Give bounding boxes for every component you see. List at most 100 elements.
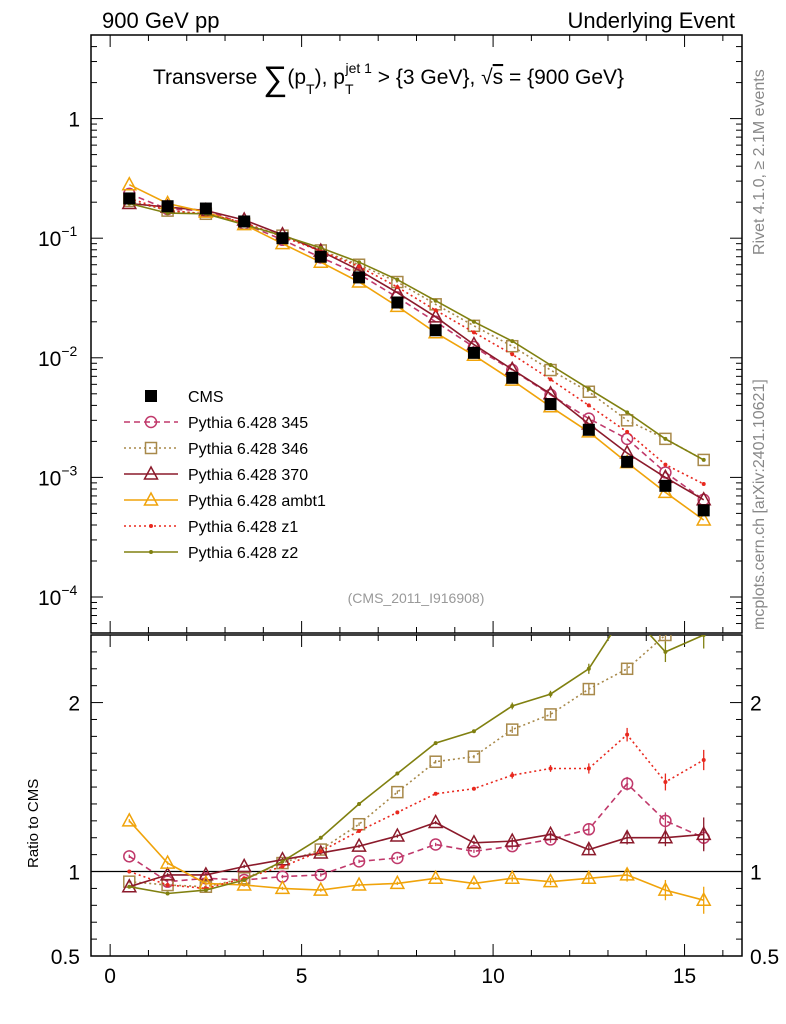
ratio-data-point <box>466 834 482 849</box>
legend-entry: CMS <box>145 389 224 406</box>
legend-entry: Pythia 6.428 z2 <box>124 545 298 562</box>
ratio-data-point <box>504 869 520 885</box>
y-tick-label: 10−2 <box>38 343 78 371</box>
main-data-point <box>663 462 668 467</box>
legend-label: Pythia 6.428 346 <box>188 441 308 458</box>
main-data-point <box>433 308 438 313</box>
x-tick-labels: 0 5 10 15 <box>104 965 696 988</box>
ratio-series-pythia-6-428-ambt1 <box>121 812 712 914</box>
main-data-point <box>314 250 327 263</box>
y-tick-label: 10−1 <box>38 223 78 251</box>
main-data-point <box>429 324 442 337</box>
legend-marker <box>144 415 158 429</box>
y-tick-label: 10−4 <box>38 582 78 610</box>
legend-entry: Pythia 6.428 370 <box>124 465 308 484</box>
y-tick-exponent: −2 <box>61 343 77 359</box>
ratio-data-point <box>467 750 481 763</box>
main-data-point <box>276 232 289 245</box>
ratio-data-point <box>314 868 328 882</box>
legend-marker <box>143 465 159 480</box>
main-data-point <box>506 371 519 384</box>
y-tick-exponent: −4 <box>61 582 77 598</box>
ratio-data-point <box>280 859 285 864</box>
ratio-data-point <box>701 758 706 763</box>
ratio-data-point <box>620 777 634 790</box>
analysis-id-label: (CMS_2011_I916908) <box>348 590 485 606</box>
legend-entry: Pythia 6.428 z1 <box>124 519 298 536</box>
ratio-data-point <box>427 813 444 829</box>
title-sqrt: √ <box>481 66 493 89</box>
ratio-data-point <box>663 649 668 654</box>
ratio-data-point <box>542 873 559 888</box>
main-series-line <box>129 200 705 461</box>
main-data-point <box>357 264 362 269</box>
y-tick-base: 10 <box>38 228 61 251</box>
main-data-point <box>659 432 672 446</box>
ratio-data-point <box>510 703 515 708</box>
main-data-point <box>621 455 634 468</box>
y-tick-base: 10 <box>38 587 61 610</box>
main-data-point <box>510 339 515 344</box>
main-y-tick-labels: 110−110−210−310−4 <box>38 109 80 610</box>
ratio-series-line <box>129 821 704 888</box>
ratio-data-point <box>165 891 170 896</box>
ratio-series-pythia-6-428-370 <box>121 813 712 893</box>
ratio-data-point <box>236 857 252 873</box>
ratio-data-point <box>274 879 291 895</box>
y-tick-base: 10 <box>38 467 61 490</box>
main-data-point <box>544 398 557 411</box>
main-data-point <box>395 285 400 290</box>
ratio-series-line <box>129 635 668 888</box>
main-data-point <box>625 410 630 415</box>
main-series-cms <box>123 192 710 517</box>
ratio-data-point <box>127 869 132 874</box>
ratio-axis-ticks <box>91 634 742 957</box>
ratio-data-point <box>510 773 515 778</box>
y-tick-label-right: 2 <box>750 693 762 716</box>
ratio-data-point <box>429 755 442 768</box>
y-tick-label: 2 <box>68 693 80 716</box>
ratio-series-line <box>129 635 705 895</box>
ratio-data-point <box>433 791 438 796</box>
ratio-data-point <box>581 840 597 856</box>
main-data-point <box>395 277 400 282</box>
main-data-point <box>510 352 515 357</box>
ratio-data-point <box>203 888 208 893</box>
ratio-data-point <box>351 876 367 891</box>
main-data-point <box>586 403 591 408</box>
main-data-point <box>659 479 672 492</box>
ratio-data-point <box>121 812 138 827</box>
main-data-point <box>161 200 174 213</box>
ratio-data-point <box>395 810 400 815</box>
ratio-data-point <box>429 838 442 851</box>
ratio-data-point <box>504 832 520 847</box>
ratio-data-point <box>548 692 553 697</box>
y-tick-label: 10−3 <box>38 462 78 490</box>
x-tick-label: 15 <box>673 965 696 988</box>
ratio-data-point <box>701 635 706 637</box>
main-series-line <box>129 193 705 501</box>
main-data-point <box>433 298 438 303</box>
ratio-data-point <box>657 829 674 844</box>
y-tick-label-right: 1 <box>750 862 762 885</box>
legend-marker <box>149 524 153 528</box>
ratio-data-point <box>351 837 367 852</box>
title-s: s <box>493 66 504 89</box>
ratio-data-point <box>389 827 406 842</box>
ratio-data-point <box>542 825 559 841</box>
main-series-pythia-6-428-z2 <box>127 201 706 462</box>
title-prefix: Transverse <box>153 66 263 89</box>
legend-marker <box>145 390 157 402</box>
ratio-data-point <box>391 785 404 799</box>
ratio-data-point <box>121 878 138 893</box>
ratio-data-point <box>657 881 674 896</box>
plot-title: Transverse ∑(pT), pTjet 1 > {3 GeV}, √s … <box>153 60 624 98</box>
main-series-line <box>129 197 705 485</box>
title-pt-sub: T <box>345 81 354 97</box>
ratio-data-point <box>582 823 596 836</box>
ratio-data-point <box>695 891 712 906</box>
y-tick-exponent: −3 <box>61 462 77 478</box>
ratio-plot-frame <box>90 634 743 957</box>
ratio-data-point <box>357 801 362 806</box>
main-data-point <box>625 429 630 434</box>
